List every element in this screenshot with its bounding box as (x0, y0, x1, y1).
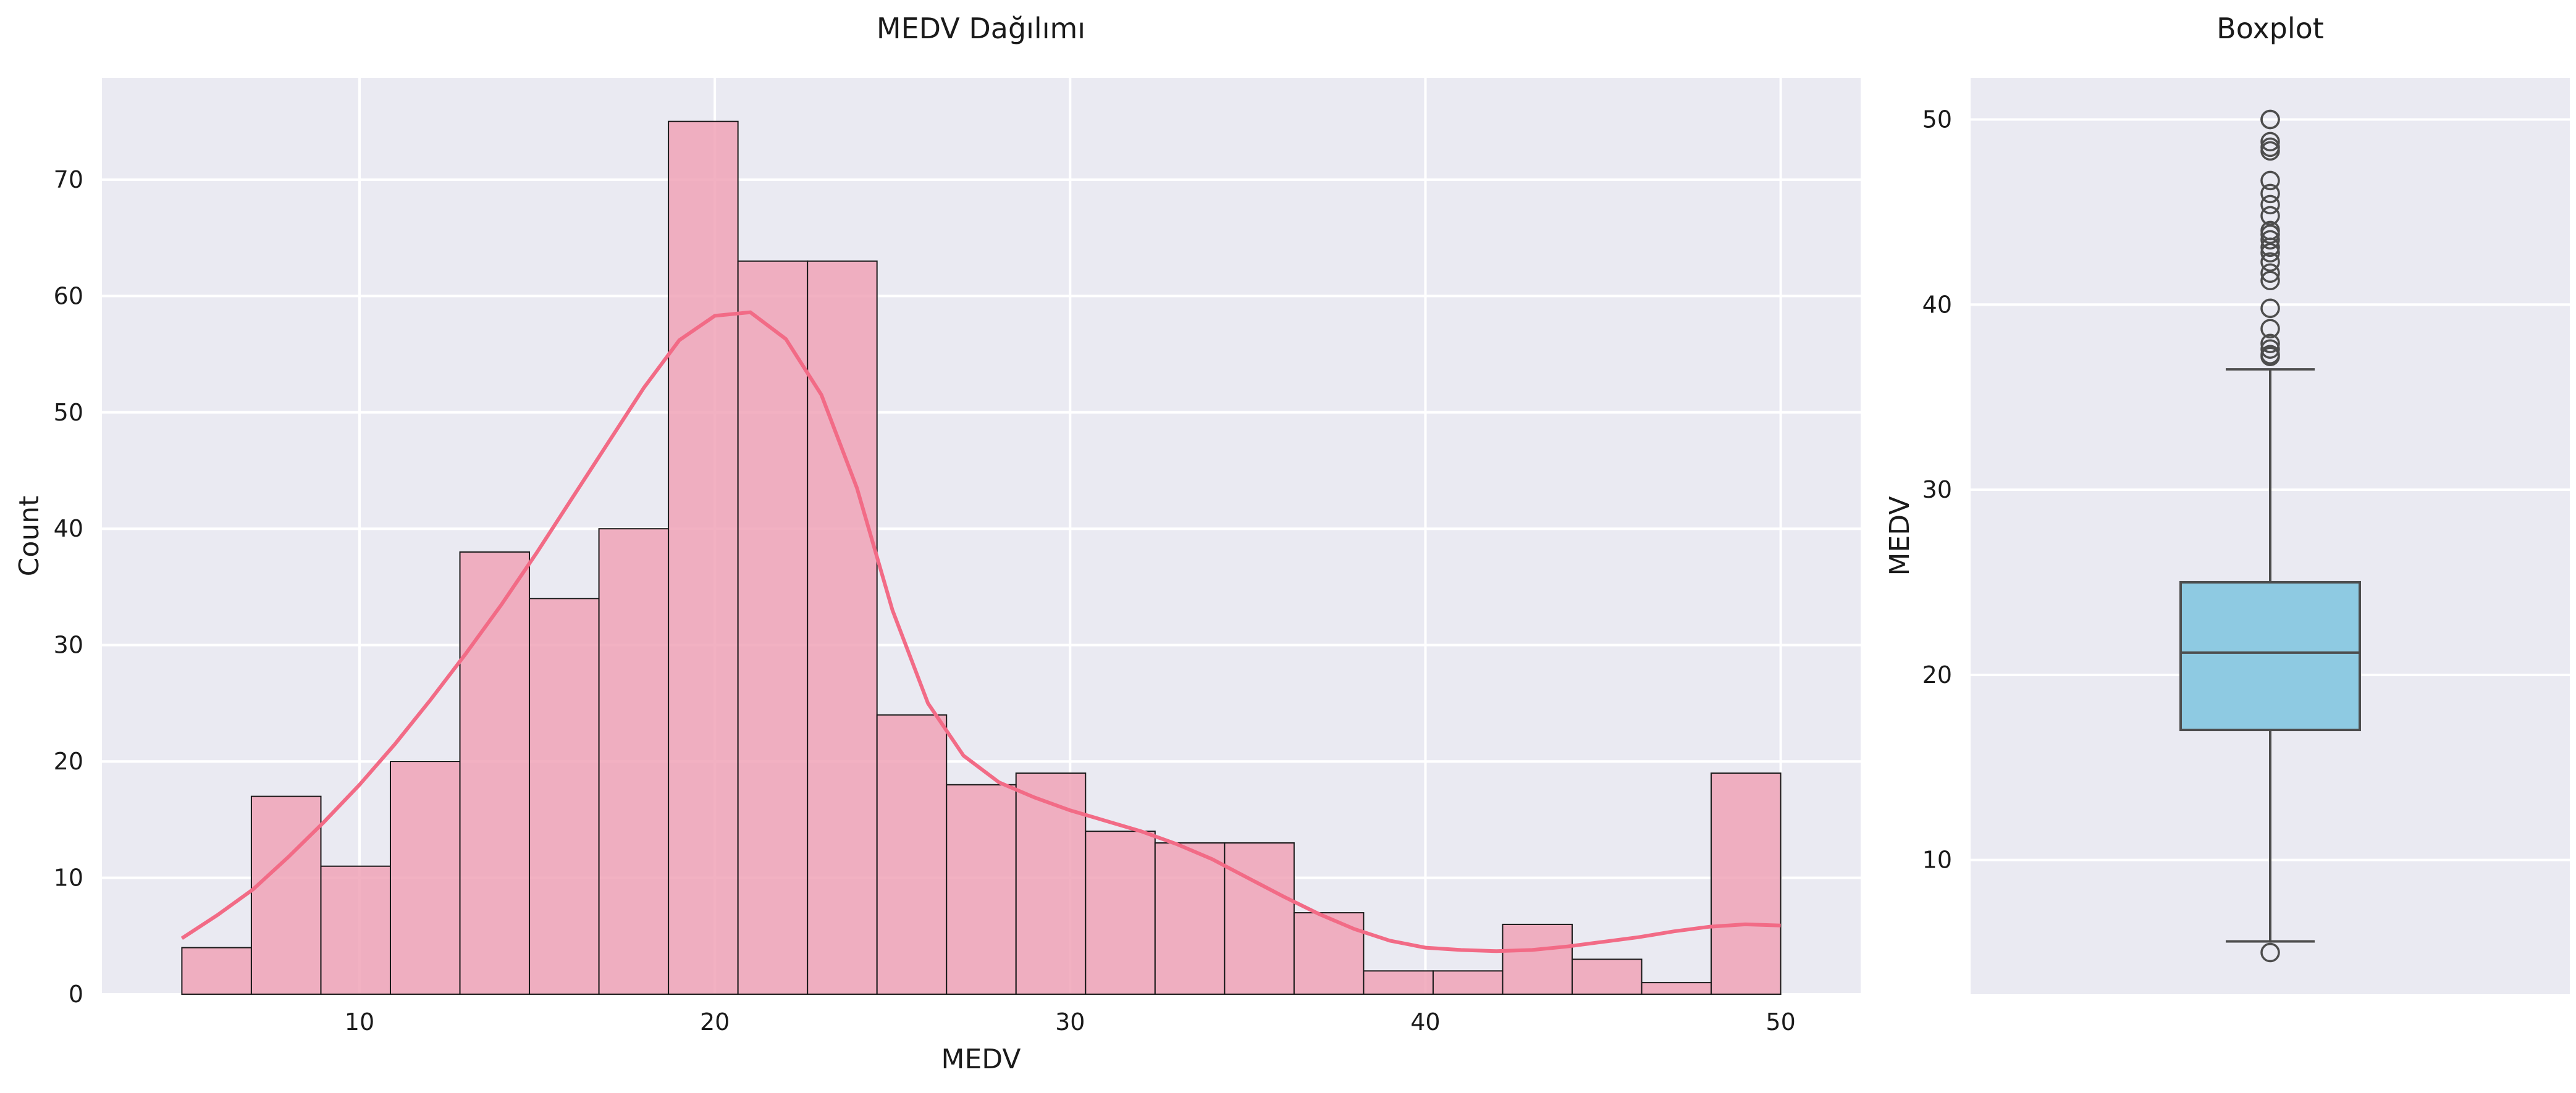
outlier-point-9 (2260, 252, 2280, 272)
outlier-point-23 (2260, 109, 2280, 130)
histogram-bar-20 (1571, 958, 1643, 995)
outlier-point-10 (2260, 243, 2280, 263)
histogram-y-tick-label-6: 60 (54, 282, 83, 309)
outlier-point-18 (2260, 170, 2280, 191)
histogram-bars (181, 120, 1782, 995)
outlier-point-14 (2260, 220, 2280, 241)
outlier-point-17 (2260, 183, 2280, 204)
histogram-bar-4 (459, 551, 531, 995)
histogram-y-tick-label-5: 50 (54, 399, 83, 426)
histogram-bar-8 (737, 260, 809, 995)
histogram-y-tick-label-0: 0 (69, 981, 83, 1008)
histogram-bar-0 (181, 947, 252, 995)
histogram-x-tick-label-2: 30 (1055, 1008, 1085, 1036)
histogram-x-axis-label: MEDV (941, 1044, 1021, 1075)
interquartile-box (2179, 580, 2361, 732)
outlier-point-4 (2260, 333, 2280, 353)
boxplot-y-tick-label-1: 20 (1922, 661, 1952, 689)
outlier-point-16 (2260, 195, 2280, 215)
boxplot-panel: 10 20 30 40 50 Boxplot MEDV (1884, 12, 2570, 994)
outlier-point-8 (2260, 263, 2280, 283)
histogram-bar-21 (1641, 982, 1712, 995)
histogram-bar-17 (1363, 970, 1434, 995)
histogram-bar-9 (807, 260, 878, 995)
histogram-title: MEDV Dağılımı (877, 12, 1085, 45)
outlier-point-0 (2260, 942, 2280, 963)
outlier-point-7 (2260, 270, 2280, 291)
histogram-y-axis-label: Count (14, 496, 45, 577)
histogram-x-tick-label-0: 10 (345, 1008, 374, 1036)
histogram-x-tick-label-3: 40 (1410, 1008, 1440, 1036)
histogram-bar-18 (1432, 970, 1504, 995)
histogram-x-tick-label-1: 20 (700, 1008, 730, 1036)
histogram-y-tick-label-3: 30 (54, 632, 83, 659)
histogram-bar-10 (876, 714, 948, 995)
boxplot-y-tick-label-0: 10 (1922, 847, 1952, 874)
histogram-bar-16 (1293, 912, 1365, 995)
outlier-point-15 (2260, 206, 2280, 226)
outlier-point-6 (2260, 298, 2280, 318)
histogram-bar-2 (320, 865, 391, 995)
histogram-bar-13 (1085, 831, 1156, 995)
histogram-bar-12 (1015, 772, 1087, 995)
histogram-y-tick-labels: 0 10 20 30 40 50 60 70 (54, 166, 83, 1008)
histogram-bar-1 (250, 795, 322, 995)
boxplot-y-axis-label: MEDV (1884, 496, 1916, 576)
outlier-point-5 (2260, 319, 2280, 338)
histogram-bar-6 (598, 528, 670, 995)
boxplot-y-tick-label-2: 30 (1922, 476, 1952, 503)
histogram-y-tick-label-2: 20 (54, 748, 83, 775)
histogram-bar-15 (1224, 842, 1295, 995)
histogram-bar-5 (529, 598, 600, 995)
histogram-y-tick-label-1: 10 (54, 865, 83, 892)
histogram-bar-14 (1154, 842, 1226, 995)
boxplot-title: Boxplot (2216, 12, 2324, 45)
histogram-panel: 10 20 30 40 50 0 10 20 30 40 50 60 70 MEDV Dağılımı… (14, 12, 1861, 1075)
outlier-point-2 (2260, 345, 2280, 364)
histogram-bar-7 (668, 120, 739, 995)
histogram-bar-22 (1711, 772, 1782, 995)
histogram-x-tick-labels: 10 20 30 40 50 (345, 1008, 1796, 1036)
histogram-bar-19 (1502, 923, 1573, 995)
histogram-x-tick-label-4: 50 (1766, 1008, 1795, 1036)
outlier-point-20 (2260, 137, 2280, 157)
outlier-point-12 (2260, 230, 2280, 250)
boxplot-y-tick-labels: 10 20 30 40 50 (1922, 106, 1952, 873)
outlier-point-3 (2260, 339, 2280, 359)
outlier-point-21 (2260, 132, 2280, 152)
boxplot-y-tick-label-4: 50 (1922, 106, 1952, 133)
histogram-y-tick-label-7: 70 (54, 166, 83, 193)
boxplot-y-tick-label-3: 40 (1922, 291, 1952, 318)
histogram-bar-3 (389, 761, 461, 995)
histogram-y-tick-label-4: 40 (54, 515, 83, 542)
histogram-bar-11 (946, 784, 1017, 995)
kde-line (180, 310, 1781, 953)
boxplot-shapes (2179, 109, 2361, 963)
